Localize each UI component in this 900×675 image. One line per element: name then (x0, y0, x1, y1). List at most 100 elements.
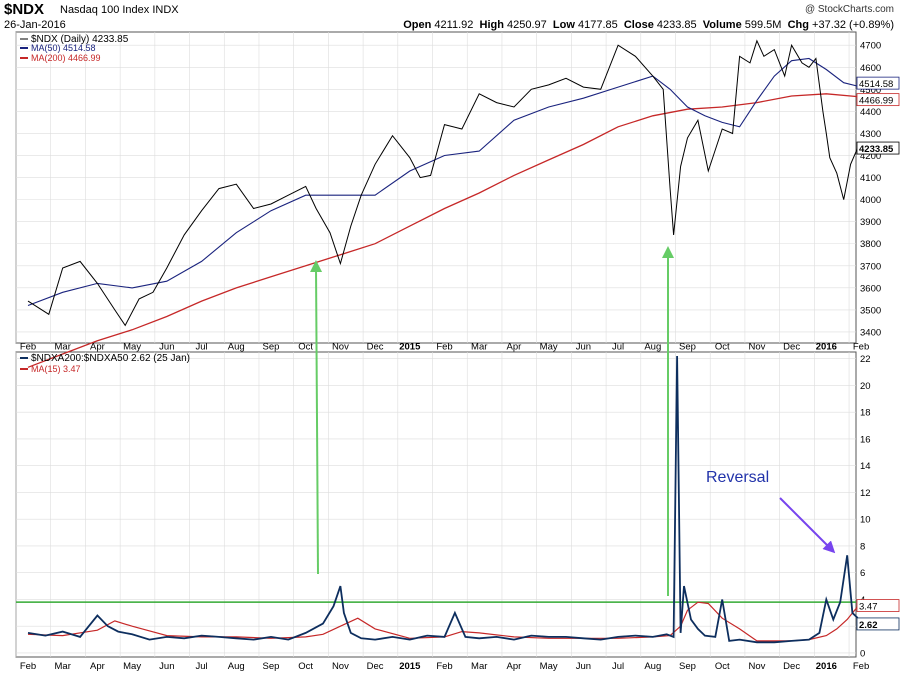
ratio-month-label: Dec (367, 661, 384, 672)
ma15-tag-box (856, 599, 900, 612)
ratio-y-axis: 0246810121416182022 (860, 354, 871, 659)
price-month-label: Jun (159, 342, 174, 353)
oct-2014-arrow (310, 260, 323, 575)
price-tick-label: 4500 (860, 85, 881, 96)
ratio-tag: 2.62 (859, 620, 878, 631)
price-month-label: Sep (679, 342, 696, 353)
price-tick-label: 4600 (860, 63, 881, 74)
low-value: 4177.85 (577, 19, 618, 31)
price-gridlines (15, 32, 856, 343)
price-tick-label: 4200 (860, 151, 881, 162)
close-value: 4233.85 (656, 19, 697, 31)
chart-date: 26-Jan-2016 (4, 19, 66, 31)
volume-label: Volume (702, 19, 742, 31)
ratio-line (27, 355, 859, 644)
price-panel-frame (15, 31, 857, 344)
ratio-month-label: Sep (679, 661, 696, 672)
price-month-label: Feb (436, 342, 452, 353)
price-y-axis: 3400 3500 3600 3700 3800 3900 4000 4100 4200 4300… (860, 41, 881, 339)
reversal-annotation: Reversal (706, 469, 769, 486)
ratio-tick-label: 16 (860, 434, 871, 445)
price-month-label: 2016 (816, 342, 837, 353)
chg-label: Chg (787, 19, 809, 31)
ratio-tick-label: 18 (860, 408, 871, 419)
ratio-month-label: Oct (298, 661, 313, 672)
ratio-month-label: Sep (263, 661, 280, 672)
price-legend-text: $NDX (Daily) 4233.85 (31, 34, 129, 45)
price-month-label: Nov (748, 342, 765, 353)
ratio-month-label: Jun (159, 661, 174, 672)
ratio-month-label: 2016 (816, 661, 837, 672)
ratio-month-label: May (123, 661, 141, 672)
price-month-label: Apr (90, 342, 105, 353)
ratio-month-label: Feb (436, 661, 452, 672)
price-tick-label: 3600 (860, 283, 881, 294)
price-month-label: Oct (715, 342, 730, 353)
ma50-line (27, 57, 858, 307)
ratio-month-label: Aug (228, 661, 245, 672)
price-month-label: Apr (507, 342, 522, 353)
ratio-tick-label: 0 (860, 648, 865, 659)
price-tick-label: 4000 (860, 195, 881, 206)
ratio-month-label: Oct (715, 661, 730, 672)
high-label: High (479, 19, 504, 31)
price-month-label: Jul (612, 342, 624, 353)
price-month-label: Dec (783, 342, 800, 353)
ratio-month-label: Jul (195, 661, 207, 672)
close-tag: 4233.85 (859, 144, 894, 155)
quote-bar: Open 4211.92 High 4250.97 Low 4177.85 Cl… (403, 19, 894, 31)
price-month-label: Oct (298, 342, 313, 353)
reversal-arrow (779, 497, 836, 554)
ratio-month-label: Apr (90, 661, 105, 672)
ma50-tag-box (856, 76, 900, 90)
price-month-label: Nov (332, 342, 349, 353)
price-tick-label: 3700 (860, 261, 881, 272)
open-value: 4211.92 (434, 19, 474, 31)
ratio-tick-label: 10 (860, 515, 871, 526)
price-tick-label: 4300 (860, 129, 881, 140)
close-label: Close (623, 19, 654, 31)
credit-link[interactable]: @ StockCharts.com (804, 4, 894, 15)
price-month-label: Sep (263, 342, 280, 353)
ratio-legend-text: $NDXA200:$NDXA50 2.62 (25 Jan) (31, 353, 190, 364)
price-month-label: Jun (576, 342, 591, 353)
price-month-label: Aug (228, 342, 245, 353)
ratio-tick-label: 8 (860, 541, 865, 552)
ratio-month-label: Feb (853, 661, 869, 672)
chg-value: +37.32 (+0.89%) (812, 19, 894, 31)
price-month-label: Feb (20, 342, 36, 353)
ratio-month-label: Jun (576, 661, 591, 672)
price-line (27, 39, 859, 327)
ma200-line (27, 93, 858, 368)
price-tick-label: 3400 (860, 327, 881, 338)
price-month-label: Mar (471, 342, 487, 353)
price-tick-label: 3800 (860, 239, 881, 250)
ratio-gridlines (15, 352, 856, 657)
price-tick-label: 4700 (860, 41, 881, 52)
ratio-tag-box (856, 617, 900, 631)
ratio-tick-label: 14 (860, 461, 871, 472)
value-tags: 4514.58 4466.99 4233.85 3.47 2.62 (856, 76, 900, 631)
price-x-axis: Feb Mar Apr May Jun Jul Aug Sep Oct Nov Dec 2015 Feb… (20, 342, 869, 353)
ma15-tag: 3.47 (859, 602, 878, 613)
ratio-legend: $NDXA200:$NDXA50 2.62 (25 Jan) MA(15) 3.… (20, 353, 190, 374)
ratio-month-label: Feb (20, 661, 36, 672)
symbol-title: $NDX (4, 1, 45, 18)
ratio-month-label: 2015 (399, 661, 421, 672)
price-month-label: 2015 (399, 342, 421, 353)
price-tick-label: 4100 (860, 173, 881, 184)
ratio-month-label: Apr (507, 661, 522, 672)
ratio-month-label: May (540, 661, 558, 672)
price-month-label: Feb (853, 342, 869, 353)
price-month-label: Mar (55, 342, 71, 353)
index-name: Nasdaq 100 Index INDX (60, 4, 179, 16)
ratio-month-label: Aug (644, 661, 661, 672)
close-tag-box (856, 141, 900, 155)
ma200-tag-box (856, 93, 900, 107)
price-tick-label: 4400 (860, 107, 881, 118)
ratio-month-label: Mar (55, 661, 71, 672)
ratio-month-label: Mar (471, 661, 487, 672)
ratio-tick-label: 20 (860, 381, 871, 392)
ratio-tick-label: 12 (860, 488, 871, 499)
